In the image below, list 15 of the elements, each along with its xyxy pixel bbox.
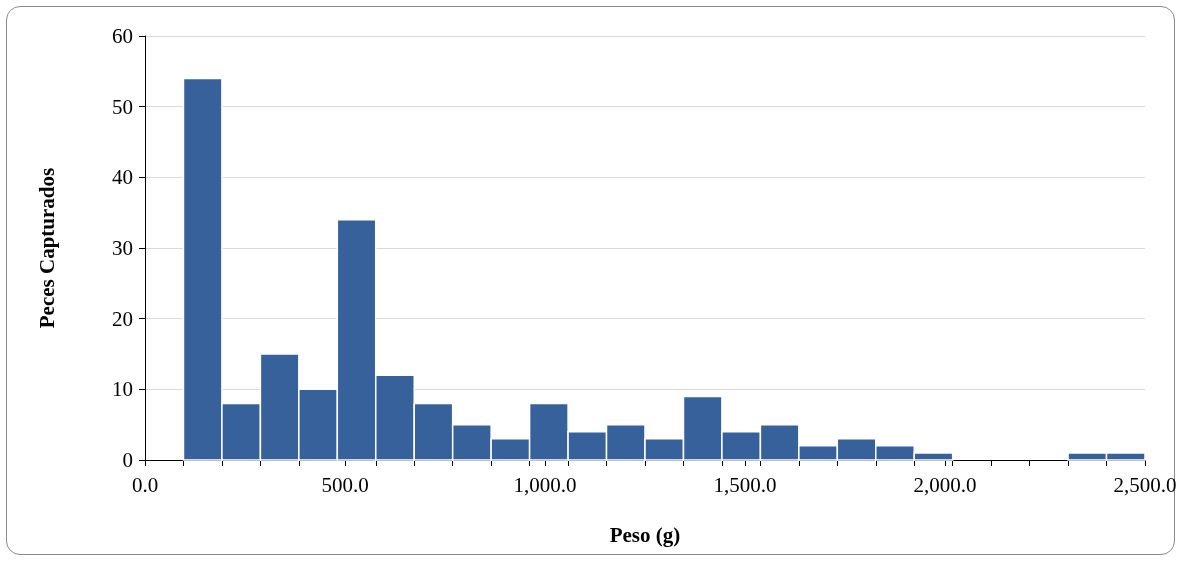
x-tick-label: 1,000.0: [513, 472, 577, 497]
x-tick-label: 2,500.0: [1113, 472, 1177, 497]
x-tick-label: 500.0: [321, 472, 369, 497]
x-tick-label: 0.0: [131, 472, 159, 497]
y-tick-label: 10: [112, 377, 133, 402]
x-tick-label: 1,500.0: [713, 472, 777, 497]
x-axis-title: Peso (g): [609, 522, 681, 547]
y-tick-label: 40: [112, 165, 133, 190]
y-tick-label: 0: [122, 448, 133, 472]
y-axis-title: Peces Capturados: [34, 167, 59, 329]
y-tick-label: 60: [112, 24, 133, 48]
x-tick-label: 2,000.0: [913, 472, 977, 497]
y-tick-label: 50: [112, 94, 133, 119]
y-tick-label: 20: [112, 306, 133, 331]
y-tick-label: 30: [112, 236, 133, 260]
